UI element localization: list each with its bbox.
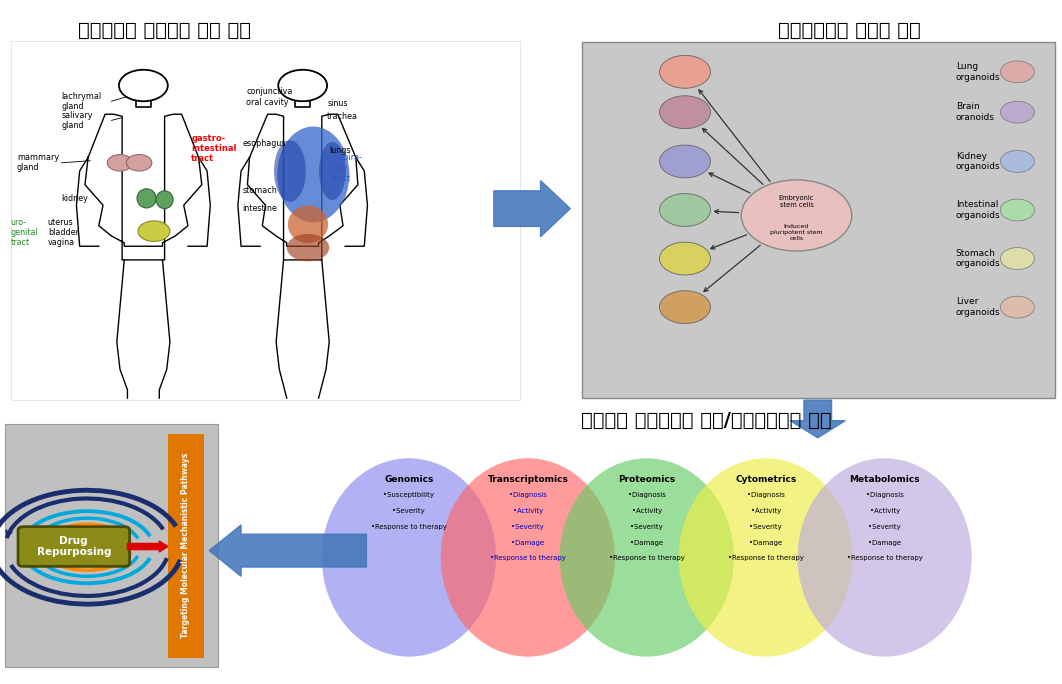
Circle shape [660, 55, 710, 88]
Text: •Activity: •Activity [751, 508, 781, 514]
Circle shape [1000, 150, 1034, 172]
Text: Lung
organoids: Lung organoids [956, 62, 1000, 81]
Text: •Diagnosis: •Diagnosis [747, 492, 785, 499]
Text: Intestinal
organoids: Intestinal organoids [956, 200, 1000, 220]
Ellipse shape [156, 191, 173, 209]
Text: •Severity: •Severity [393, 508, 425, 514]
FancyBboxPatch shape [18, 527, 130, 566]
FancyArrow shape [209, 525, 366, 576]
Text: •Diagnosis: •Diagnosis [509, 492, 547, 499]
Ellipse shape [322, 458, 496, 657]
FancyBboxPatch shape [168, 434, 204, 658]
Ellipse shape [319, 142, 345, 200]
Circle shape [1000, 61, 1034, 83]
Ellipse shape [798, 458, 972, 657]
Text: •Response to therapy: •Response to therapy [609, 555, 685, 562]
Circle shape [126, 155, 152, 171]
FancyBboxPatch shape [5, 424, 218, 667]
Text: •Activity: •Activity [870, 508, 900, 514]
Text: •Response to therapy: •Response to therapy [490, 555, 566, 562]
Ellipse shape [441, 458, 615, 657]
Text: 감염경로로 이용되는 점막 조직: 감염경로로 이용되는 점막 조직 [79, 21, 251, 40]
Ellipse shape [287, 234, 329, 261]
FancyArrow shape [127, 541, 168, 552]
FancyBboxPatch shape [582, 42, 1055, 398]
FancyBboxPatch shape [11, 41, 520, 400]
Text: Liver
organoids: Liver organoids [956, 298, 1000, 317]
Ellipse shape [138, 221, 170, 241]
Text: respira-
tory
tract: respira- tory tract [331, 153, 362, 183]
Circle shape [741, 180, 852, 251]
Text: Targeting Molecular Mechanistic Pathways: Targeting Molecular Mechanistic Pathways [182, 453, 190, 638]
Text: lungs: lungs [329, 146, 350, 155]
Text: sinus: sinus [327, 99, 347, 109]
Text: •Activity: •Activity [513, 508, 543, 514]
Text: •Damage: •Damage [749, 540, 783, 546]
Text: •Damage: •Damage [868, 540, 902, 546]
Circle shape [1000, 248, 1034, 269]
Text: •Severity: •Severity [869, 524, 901, 530]
Text: Kidney
organoids: Kidney organoids [956, 152, 1000, 171]
Text: stomach: stomach [242, 185, 277, 195]
Text: salivary
gland: salivary gland [62, 111, 93, 130]
Text: 오르가노이드 플랫폼 구축: 오르가노이드 플랫폼 구축 [778, 21, 921, 40]
Text: •Response to therapy: •Response to therapy [371, 524, 447, 530]
Circle shape [660, 145, 710, 178]
Text: Metabolomics: Metabolomics [850, 475, 920, 484]
Text: •Severity: •Severity [631, 524, 663, 530]
Text: uro-
genital
tract: uro- genital tract [11, 218, 38, 248]
Text: 다차원적 멀티오믹스 모델/데이터베이스 구축: 다차원적 멀티오믹스 모델/데이터베이스 구축 [581, 411, 832, 430]
Text: conjunctiva
oral cavity: conjunctiva oral cavity [246, 88, 293, 107]
Text: Proteomics: Proteomics [618, 475, 675, 484]
Text: •Activity: •Activity [632, 508, 662, 514]
Text: Cytometrics: Cytometrics [735, 475, 796, 484]
Ellipse shape [679, 458, 853, 657]
Text: Induced
pluripotent stem
cells: Induced pluripotent stem cells [770, 224, 823, 241]
Text: mammary
gland: mammary gland [17, 153, 59, 172]
Text: •Response to therapy: •Response to therapy [727, 555, 804, 562]
Text: •Susceptibility: •Susceptibility [383, 492, 434, 499]
Text: •Severity: •Severity [512, 524, 544, 530]
Text: kidney: kidney [62, 194, 88, 203]
Circle shape [660, 242, 710, 275]
Text: trachea: trachea [327, 112, 358, 122]
Text: Transcriptomics: Transcriptomics [487, 475, 568, 484]
Text: esophagus: esophagus [242, 139, 286, 148]
Text: •Damage: •Damage [511, 540, 545, 546]
Ellipse shape [137, 189, 156, 208]
Ellipse shape [560, 458, 734, 657]
FancyArrow shape [494, 181, 570, 237]
Text: intestine: intestine [242, 204, 277, 213]
Circle shape [1000, 296, 1034, 318]
Text: •Diagnosis: •Diagnosis [866, 492, 904, 499]
Text: gastro-
intestinal
tract: gastro- intestinal tract [191, 133, 237, 163]
Text: Drug
Repurposing: Drug Repurposing [36, 536, 112, 557]
Text: Genomics: Genomics [384, 475, 433, 484]
Text: •Diagnosis: •Diagnosis [628, 492, 666, 499]
Circle shape [1000, 199, 1034, 221]
Text: •Damage: •Damage [630, 540, 664, 546]
Circle shape [107, 155, 133, 171]
Text: •Response to therapy: •Response to therapy [846, 555, 923, 562]
Text: Embryonic
stem cells: Embryonic stem cells [778, 194, 815, 208]
Text: uterus
bladder
vagina: uterus bladder vagina [48, 218, 79, 248]
Ellipse shape [274, 140, 306, 202]
Text: Stomach
organoids: Stomach organoids [956, 249, 1000, 268]
Text: •Severity: •Severity [750, 524, 782, 530]
Ellipse shape [288, 205, 328, 244]
Circle shape [660, 291, 710, 324]
Circle shape [660, 96, 710, 129]
Text: lachrymal
gland: lachrymal gland [62, 92, 102, 111]
FancyArrow shape [790, 400, 845, 438]
Circle shape [1000, 101, 1034, 123]
Ellipse shape [277, 127, 349, 222]
Circle shape [660, 194, 710, 226]
Text: Brain
oranoids: Brain oranoids [956, 103, 995, 122]
